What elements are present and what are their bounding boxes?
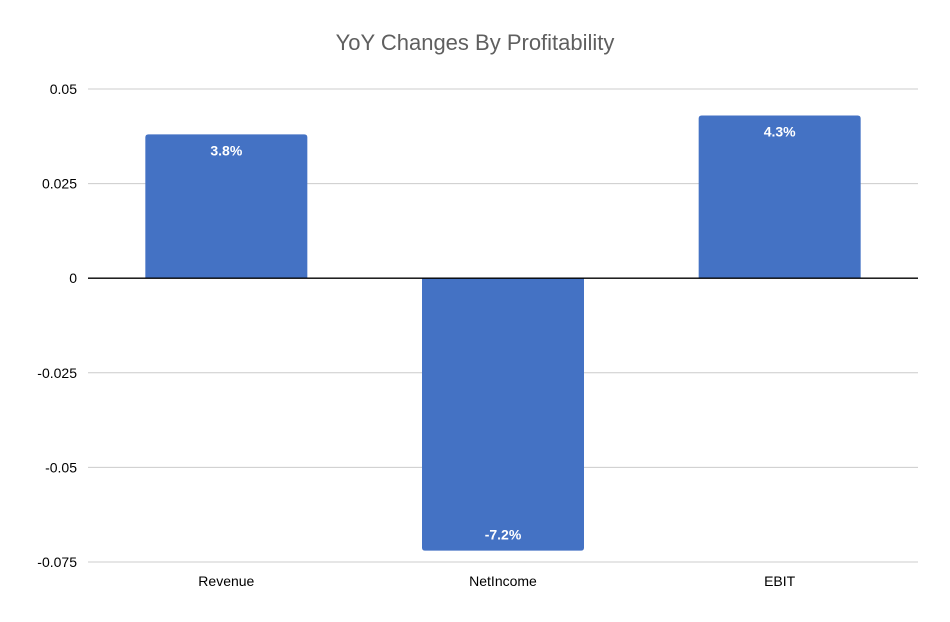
bar-revenue xyxy=(145,134,308,279)
data-label: 3.8% xyxy=(210,142,242,158)
category-label: Revenue xyxy=(198,573,254,589)
y-tick-label: -0.075 xyxy=(37,554,77,570)
category-label: NetIncome xyxy=(469,573,537,589)
x-axis-category-labels: Revenue NetIncome EBIT xyxy=(198,573,795,589)
y-tick-label: 0.025 xyxy=(42,176,77,192)
y-tick-label: -0.025 xyxy=(37,365,77,381)
y-tick-label: 0 xyxy=(69,270,77,286)
chart-title: YoY Changes By Profitability xyxy=(335,30,615,55)
bar-netincome xyxy=(422,278,584,551)
y-tick-label: 0.05 xyxy=(50,81,77,97)
bars xyxy=(145,115,861,551)
data-label: -7.2% xyxy=(485,527,522,543)
y-tick-label: -0.05 xyxy=(45,459,77,475)
category-label: EBIT xyxy=(764,573,796,589)
bar-ebit xyxy=(698,115,861,279)
data-labels: 3.8% -7.2% 4.3% xyxy=(210,123,796,542)
data-label: 4.3% xyxy=(764,123,796,139)
y-axis-tick-labels: 0.05 0.025 0 -0.025 -0.05 -0.075 xyxy=(37,81,77,570)
